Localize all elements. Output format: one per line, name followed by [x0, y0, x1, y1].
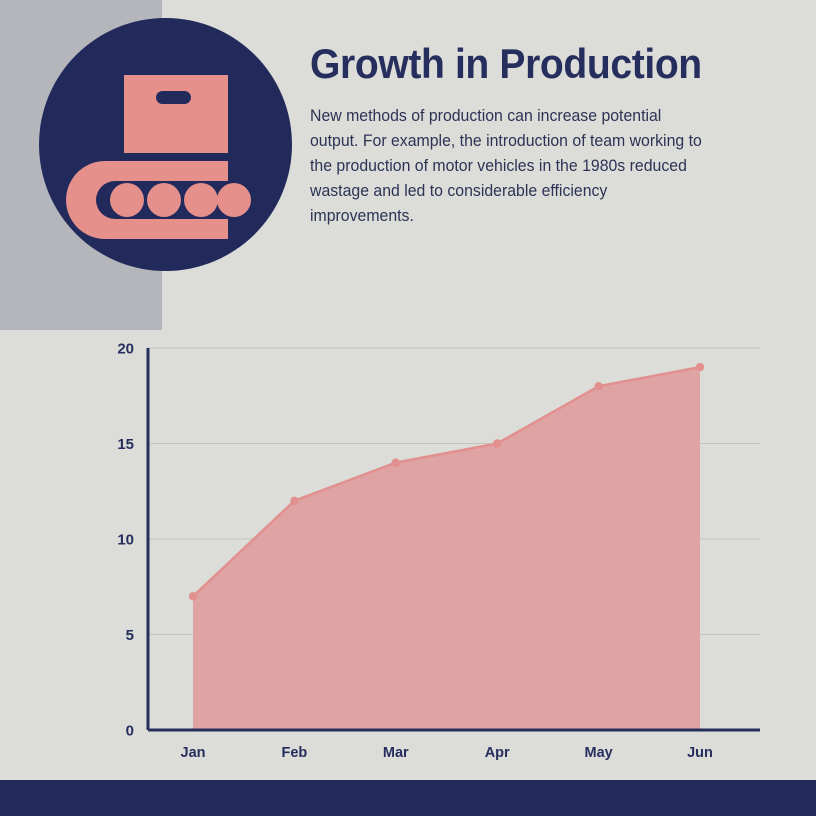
y-axis-tick-labels: 0 5 10 15 20	[117, 341, 134, 740]
x-axis-category-label: May	[584, 745, 612, 761]
x-axis-category-labels: Jan Feb Mar Apr May Jun	[181, 745, 713, 761]
x-axis-category-label: Feb	[282, 745, 308, 761]
chart-markers	[188, 362, 705, 601]
data-point-marker	[594, 382, 603, 391]
area-chart: 0 5 10 15 20 Jan Feb Mar Apr May Jun	[0, 330, 816, 780]
x-axis-category-label: Mar	[383, 745, 409, 761]
x-axis-category-label: Jun	[687, 745, 713, 761]
chart-area-fill	[193, 367, 700, 730]
chart-line	[192, 365, 701, 598]
footer-bar	[0, 780, 816, 816]
area-polygon	[193, 367, 700, 730]
page-description: New methods of production can increase p…	[310, 106, 702, 225]
header-text-block: Growth in Production New methods of prod…	[310, 42, 750, 229]
data-point-marker	[695, 362, 705, 372]
conveyor-belt-icon	[39, 18, 292, 271]
data-point-marker	[188, 592, 198, 601]
series-line	[192, 365, 701, 598]
data-point-marker	[493, 439, 502, 448]
data-point-marker	[290, 496, 299, 505]
y-axis-tick-label: 15	[117, 436, 134, 453]
page-title: Growth in Production	[310, 40, 702, 87]
data-point-marker	[391, 458, 400, 467]
y-axis-tick-label: 0	[126, 723, 134, 740]
y-axis-tick-label: 10	[117, 532, 134, 549]
x-axis-category-label: Apr	[485, 745, 510, 761]
x-axis-category-label: Jan	[181, 745, 206, 761]
y-axis-tick-label: 5	[126, 627, 134, 644]
y-axis-tick-label: 20	[117, 341, 134, 358]
